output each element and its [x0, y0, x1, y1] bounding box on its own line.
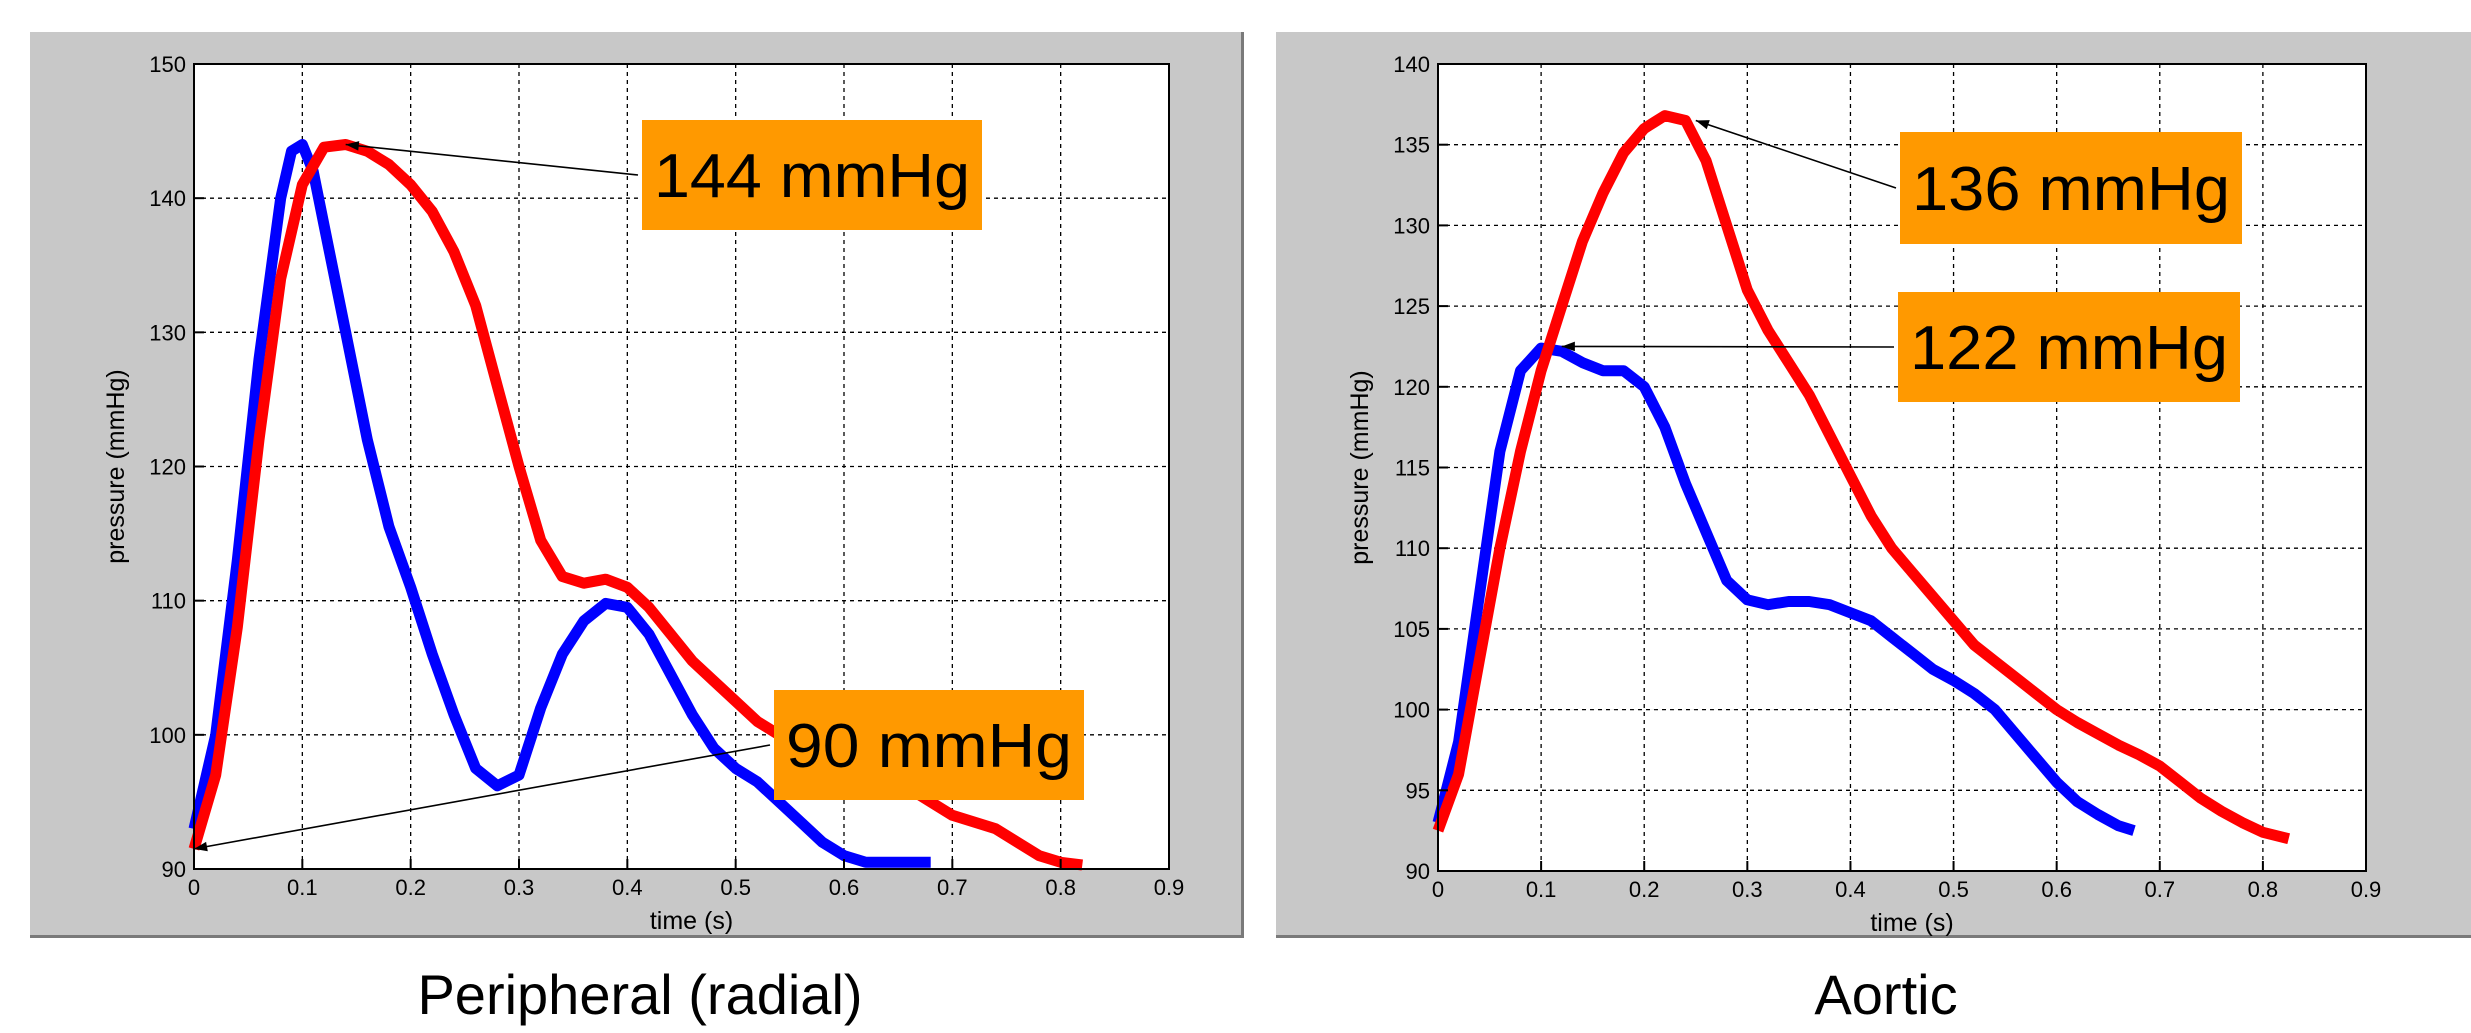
annotation-pointer-line	[193, 744, 771, 850]
x-tick-label: 0.5	[720, 875, 751, 900]
y-tick-label: 130	[149, 320, 186, 345]
x-tick-label: 0.3	[504, 875, 535, 900]
chart-peripheral: 0 0.1 0.2 0.3 0.4 0.5 0.6 0.7 0.8 0.9 90 100 110 120 1…	[102, 52, 1185, 935]
series-line-1	[1432, 110, 2291, 845]
y-tick-label: 130	[1393, 213, 1430, 238]
y-tick-label: 90	[1406, 859, 1430, 884]
annotation-label: 90 mmHg	[786, 712, 1072, 781]
annotation-arrow-head	[345, 141, 360, 151]
annotation-label: 144 mmHg	[654, 142, 970, 211]
annotation-box	[1898, 292, 2240, 402]
x-tick-label: 0.6	[2041, 877, 2072, 902]
x-tick-label: 0.4	[612, 875, 643, 900]
chart-aortic: 0 0.1 0.2 0.3 0.4 0.5 0.6 0.7 0.8 0.9 90 95 100 105 11…	[1346, 52, 2382, 937]
annotation-box	[1900, 132, 2242, 244]
chart-panel-aortic: 0 0.1 0.2 0.3 0.4 0.5 0.6 0.7 0.8 0.9 90 95 100 105 11…	[1276, 32, 2471, 938]
x-tick-label: 0	[188, 875, 200, 900]
caption-peripheral: Peripheral (radial)	[417, 963, 863, 1026]
annotation-arrow-head	[1561, 341, 1575, 352]
chart-panel-peripheral: 0 0.1 0.2 0.3 0.4 0.5 0.6 0.7 0.8 0.9 90 100 110 120 1…	[30, 32, 1244, 938]
x-tick-label: 0.8	[1045, 875, 1076, 900]
x-tick-label: 0.1	[287, 875, 318, 900]
x-tick-label: 0.2	[1629, 877, 1660, 902]
annotation-pointer-line	[345, 143, 639, 176]
series-line-1	[188, 139, 1083, 871]
x-tick-label: 0.2	[395, 875, 426, 900]
x-tick-label: 0.8	[2248, 877, 2279, 902]
annotation-pointer-line	[1695, 119, 1897, 189]
y-tick-label: 110	[1395, 536, 1430, 561]
x-tick-label: 0.3	[1732, 877, 1763, 902]
y-tick-label: 110	[151, 589, 186, 614]
y-tick-label: 135	[1393, 133, 1430, 158]
annotation-box	[774, 690, 1084, 800]
annotation-arrow-head	[194, 841, 208, 852]
y-tick-label: 105	[1393, 617, 1430, 642]
y-tick-label: 140	[149, 186, 186, 211]
x-tick-label: 0.4	[1835, 877, 1866, 902]
annotation-box	[642, 120, 982, 230]
y-tick-label: 100	[149, 723, 186, 748]
annotation-label: 136 mmHg	[1912, 155, 2230, 224]
annotation-arrow-head	[1695, 120, 1710, 130]
x-tick-label: 0.9	[2351, 877, 2382, 902]
series-line-0	[188, 139, 931, 868]
y-tick-label: 140	[1393, 52, 1430, 77]
x-tick-label: 0.7	[2144, 877, 2175, 902]
x-tick-label: 0.6	[829, 875, 860, 900]
y-tick-label: 125	[1393, 294, 1430, 319]
y-tick-label: 120	[149, 455, 186, 480]
caption-aortic: Aortic	[1814, 963, 1958, 1026]
x-axis-label: time (s)	[1870, 909, 1953, 937]
y-tick-label: 115	[1395, 456, 1430, 481]
x-axis-label: time (s)	[650, 907, 733, 935]
x-tick-label: 0.9	[1154, 875, 1185, 900]
y-tick-label: 95	[1406, 778, 1430, 803]
y-axis-label: pressure (mmHg)	[102, 369, 130, 563]
x-tick-label: 0.5	[1938, 877, 1969, 902]
y-tick-label: 150	[149, 52, 186, 77]
x-tick-label: 0	[1432, 877, 1444, 902]
series-line-0	[1432, 342, 2136, 836]
y-axis-label: pressure (mmHg)	[1346, 370, 1374, 564]
y-tick-label: 90	[162, 857, 186, 882]
y-tick-label: 100	[1393, 698, 1430, 723]
x-tick-label: 0.7	[937, 875, 968, 900]
annotation-pointer-line	[1561, 345, 1895, 348]
y-tick-label: 120	[1393, 375, 1430, 400]
x-tick-label: 0.1	[1526, 877, 1557, 902]
annotation-label: 122 mmHg	[1910, 314, 2228, 383]
